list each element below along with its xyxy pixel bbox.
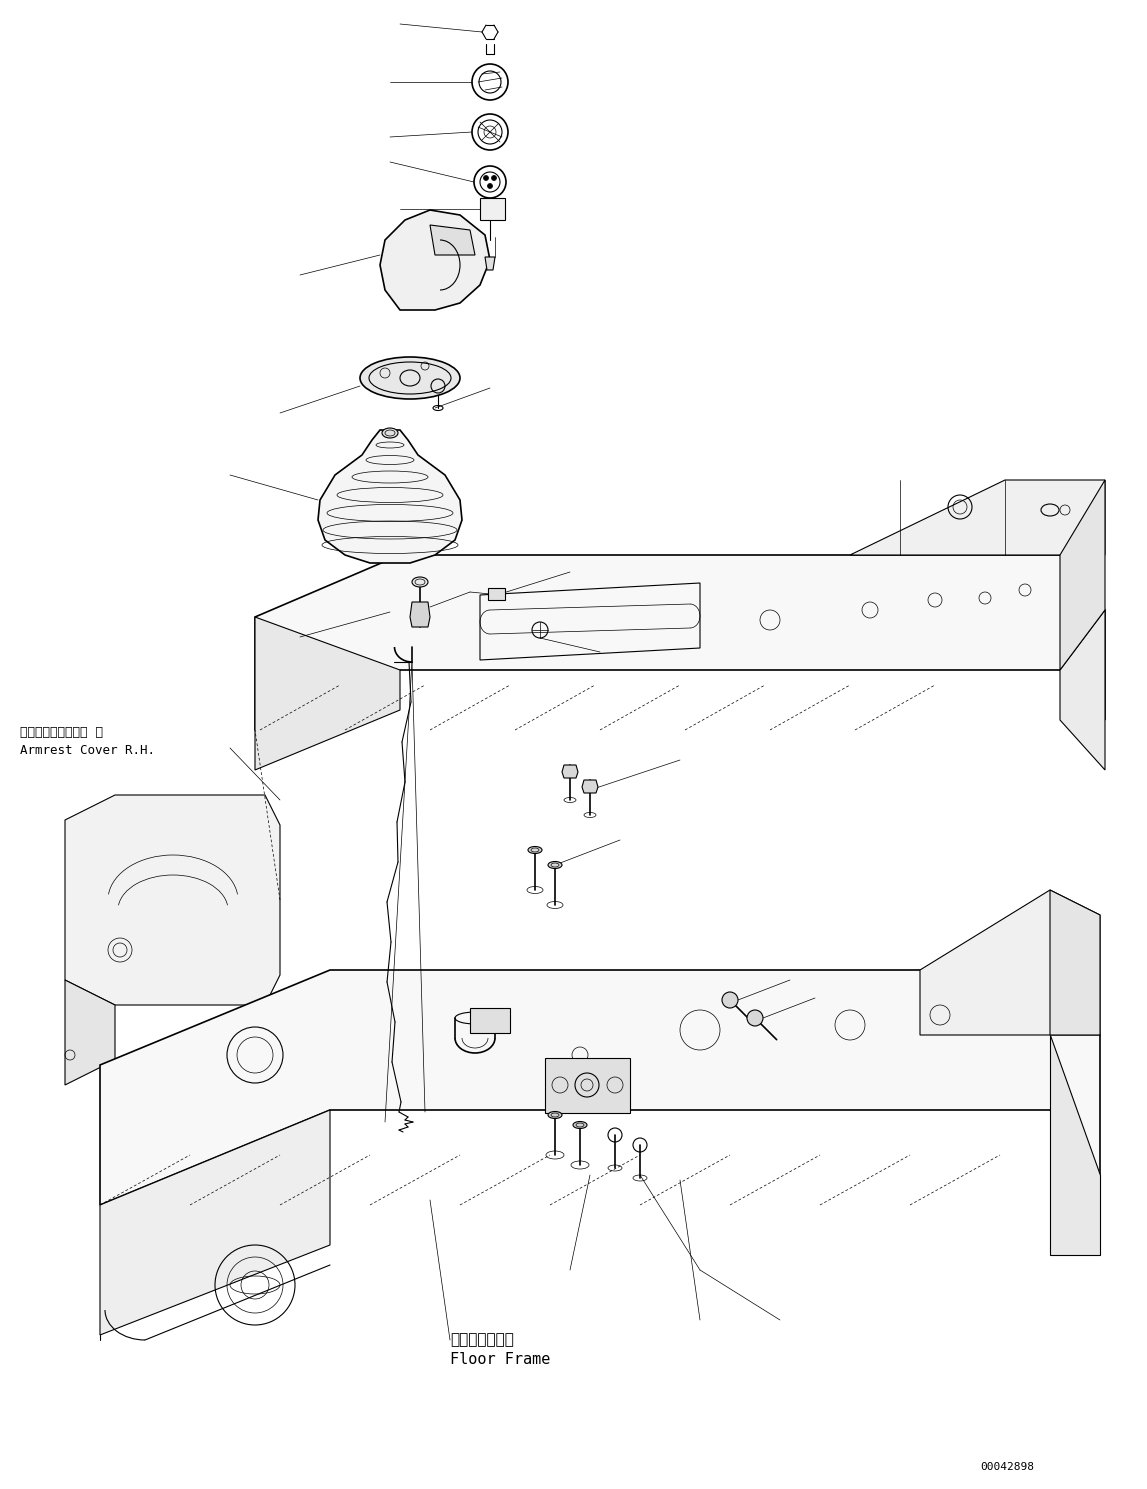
Ellipse shape <box>528 847 543 853</box>
Circle shape <box>721 992 738 1008</box>
Circle shape <box>484 176 489 180</box>
Polygon shape <box>100 1109 330 1336</box>
Polygon shape <box>409 602 430 627</box>
Polygon shape <box>1060 479 1105 670</box>
Ellipse shape <box>548 1111 562 1118</box>
Ellipse shape <box>360 357 460 399</box>
Polygon shape <box>255 616 400 770</box>
Ellipse shape <box>574 1121 587 1129</box>
Polygon shape <box>850 479 1105 555</box>
Ellipse shape <box>382 427 398 438</box>
Polygon shape <box>255 555 1105 730</box>
Polygon shape <box>380 210 490 310</box>
Polygon shape <box>920 890 1100 1035</box>
Polygon shape <box>470 1008 510 1033</box>
Text: アームレストカバー  右: アームレストカバー 右 <box>19 725 103 739</box>
Polygon shape <box>1060 610 1105 770</box>
Polygon shape <box>1050 1035 1100 1255</box>
Polygon shape <box>430 225 475 255</box>
Polygon shape <box>545 1059 630 1112</box>
Ellipse shape <box>412 578 428 587</box>
Circle shape <box>492 176 497 180</box>
Polygon shape <box>65 980 115 1085</box>
Text: Armrest Cover R.H.: Armrest Cover R.H. <box>19 743 155 756</box>
Text: Floor Frame: Floor Frame <box>450 1352 551 1367</box>
Ellipse shape <box>548 862 562 868</box>
Polygon shape <box>485 258 496 270</box>
Polygon shape <box>65 795 280 1005</box>
Circle shape <box>487 183 492 189</box>
Circle shape <box>747 1010 763 1026</box>
Polygon shape <box>479 198 505 220</box>
Polygon shape <box>487 588 505 600</box>
Polygon shape <box>582 780 598 794</box>
Polygon shape <box>318 430 462 563</box>
Polygon shape <box>562 765 578 777</box>
Text: フロアフレーム: フロアフレーム <box>450 1333 514 1348</box>
Polygon shape <box>1050 890 1100 1035</box>
Text: 00042898: 00042898 <box>980 1462 1033 1473</box>
Polygon shape <box>100 969 1100 1205</box>
